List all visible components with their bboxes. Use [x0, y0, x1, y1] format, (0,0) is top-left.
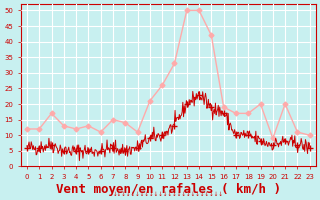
X-axis label: Vent moyen/en rafales ( km/h ): Vent moyen/en rafales ( km/h )	[56, 183, 281, 196]
Text: ↓↓↓↓↓↓↓↓↓↓↓↓↓↓↓↓↓↓↓↓↓↓↓↓: ↓↓↓↓↓↓↓↓↓↓↓↓↓↓↓↓↓↓↓↓↓↓↓↓	[113, 192, 224, 197]
